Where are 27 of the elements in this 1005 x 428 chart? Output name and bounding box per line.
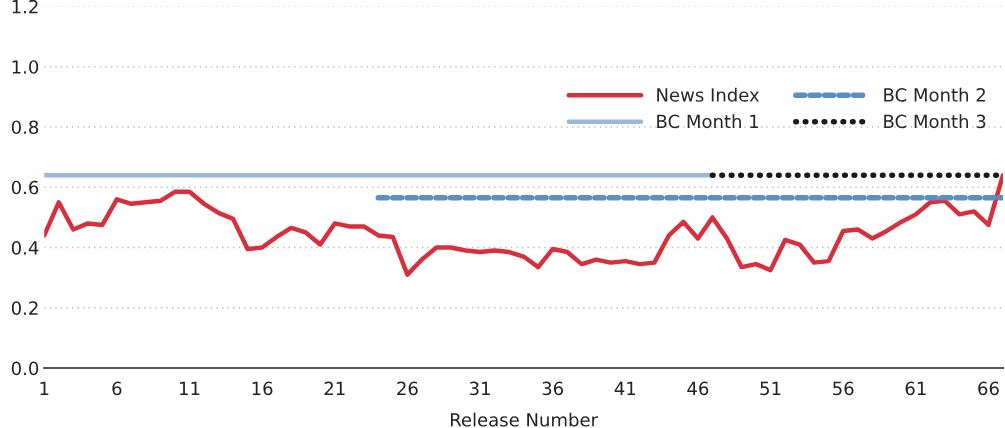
y-tick-label: 1.0: [12, 60, 39, 74]
x-tick-label: 56: [833, 381, 854, 396]
x-tick-label: 36: [542, 381, 564, 396]
y-tick-label: 0.8: [11, 120, 39, 135]
x-tick-label: 31: [469, 381, 490, 396]
line-series: [44, 172, 1003, 277]
x-tick-label: 26: [397, 381, 418, 396]
legend-label: BC Month 2: [884, 87, 985, 102]
x-tick-label: 6: [112, 381, 122, 396]
x-tick-label: 1: [40, 381, 49, 395]
legend-label: News Index: [657, 87, 760, 102]
legend-label: BC Month 3: [884, 114, 986, 129]
x-tick-label: 41: [614, 381, 636, 395]
y-tick-label: 0.0: [11, 361, 39, 376]
x-tick-label: 66: [978, 381, 999, 396]
x-tick-label: 21: [324, 381, 345, 395]
y-tick-label: 1.2: [12, 0, 38, 14]
legend-label: BC Month 1: [657, 114, 759, 129]
x-tick-label: 46: [687, 381, 709, 396]
x-tick-label: 11: [179, 381, 200, 395]
y-tick-label: 0.6: [11, 180, 39, 195]
y-tick-label: 0.2: [11, 301, 38, 315]
x-tick-label: 51: [760, 381, 781, 396]
x-tick-label: 61: [905, 381, 926, 396]
x-axis-title: Release Number: [450, 412, 599, 427]
x-tick-label: 16: [252, 381, 273, 396]
y-tick-label: 0.4: [11, 240, 39, 255]
